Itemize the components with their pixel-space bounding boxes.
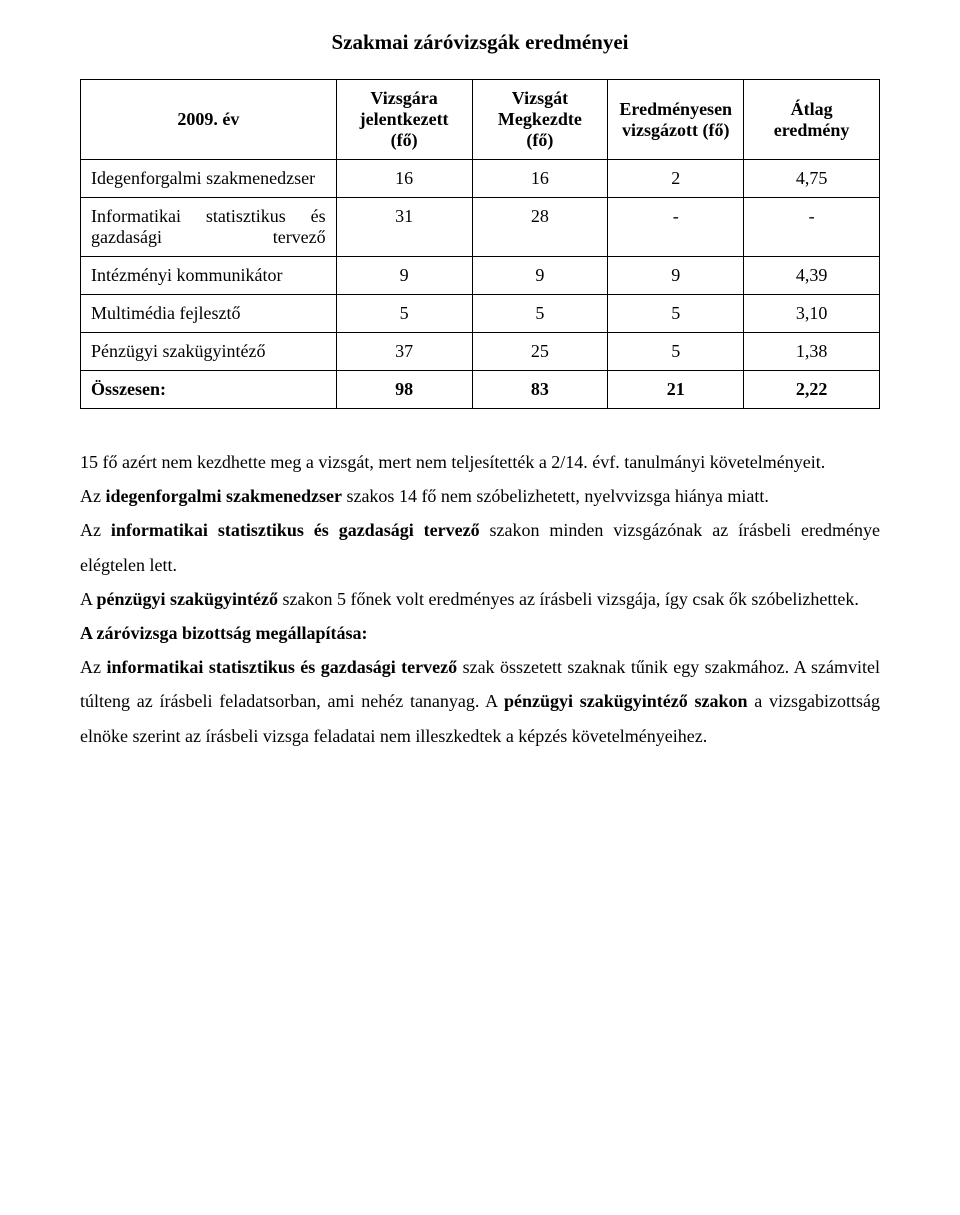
p6-pre: Az: [80, 657, 106, 677]
col-header-passed: Eredményesen vizsgázott (fő): [608, 80, 744, 160]
row-value: -: [744, 198, 880, 257]
row-value: 9: [472, 257, 608, 295]
row-value: 5: [608, 333, 744, 371]
page-title: Szakmai záróvizsgák eredményei: [80, 30, 880, 55]
col-header-applied: Vizsgára jelentkezett (fő): [336, 80, 472, 160]
row-value: 5: [472, 295, 608, 333]
col-header-started: Vizsgát Megkezdte (fő): [472, 80, 608, 160]
p3-pre: Az: [80, 520, 111, 540]
paragraph-2: Az idegenforgalmi szakmenedzser szakos 1…: [80, 479, 880, 513]
row-value: 31: [336, 198, 472, 257]
paragraph-6: Az informatikai statisztikus és gazdaság…: [80, 650, 880, 753]
page: Szakmai záróvizsgák eredményei 2009. év …: [0, 0, 960, 1215]
paragraph-4: A pénzügyi szakügyintéző szakon 5 főnek …: [80, 582, 880, 616]
row-value: 25: [472, 333, 608, 371]
table-row: Pénzügyi szakügyintéző372551,38: [81, 333, 880, 371]
p4-pre: A: [80, 589, 97, 609]
p5-bold: A záróvizsga bizottság megállapítása:: [80, 623, 367, 643]
p1-text: 15 fő azért nem kezdhette meg a vizsgát,…: [80, 452, 825, 472]
col-header-average: Átlag eredmény: [744, 80, 880, 160]
row-value: 4,75: [744, 160, 880, 198]
p2-bold-1: idegenforgalmi szakmenedzser: [106, 486, 342, 506]
row-value: 2,22: [744, 371, 880, 409]
row-value: 9: [336, 257, 472, 295]
p2-post: szakos 14 fő nem szóbelizhetett, nyelvvi…: [342, 486, 769, 506]
paragraph-1: 15 fő azért nem kezdhette meg a vizsgát,…: [80, 445, 880, 479]
row-label: Idegenforgalmi szakmenedzser: [81, 160, 337, 198]
row-value: 9: [608, 257, 744, 295]
table-body: Idegenforgalmi szakmenedzser161624,75Inf…: [81, 160, 880, 409]
row-label: Informatikai statisztikus és gazdasági t…: [81, 198, 337, 257]
row-label: Multimédia fejlesztő: [81, 295, 337, 333]
row-label: Intézményi kommunikátor: [81, 257, 337, 295]
p4-post: szakon 5 főnek volt eredményes az írásbe…: [278, 589, 859, 609]
row-value: 83: [472, 371, 608, 409]
paragraph-3: Az informatikai statisztikus és gazdaság…: [80, 513, 880, 581]
p3-bold-1: informatikai statisztikus és gazdasági t…: [111, 520, 480, 540]
p2-pre: Az: [80, 486, 106, 506]
row-value: 28: [472, 198, 608, 257]
table-row: Összesen:9883212,22: [81, 371, 880, 409]
table-row: Multimédia fejlesztő5553,10: [81, 295, 880, 333]
p6-bold-1: informatikai statisztikus és gazdasági t…: [106, 657, 457, 677]
row-value: 37: [336, 333, 472, 371]
row-value: 3,10: [744, 295, 880, 333]
row-value: 2: [608, 160, 744, 198]
table-row: Idegenforgalmi szakmenedzser161624,75: [81, 160, 880, 198]
row-value: 98: [336, 371, 472, 409]
row-value: 5: [336, 295, 472, 333]
row-label: Pénzügyi szakügyintéző: [81, 333, 337, 371]
table-header-row: 2009. év Vizsgára jelentkezett (fő) Vizs…: [81, 80, 880, 160]
row-value: -: [608, 198, 744, 257]
row-value: 21: [608, 371, 744, 409]
col-header-year: 2009. év: [81, 80, 337, 160]
p6-bold-2: pénzügyi szakügyintéző szakon: [504, 691, 748, 711]
row-value: 4,39: [744, 257, 880, 295]
p4-bold-1: pénzügyi szakügyintéző: [97, 589, 279, 609]
table-row: Intézményi kommunikátor9994,39: [81, 257, 880, 295]
row-value: 16: [336, 160, 472, 198]
paragraph-5: A záróvizsga bizottság megállapítása:: [80, 616, 880, 650]
row-label: Összesen:: [81, 371, 337, 409]
row-value: 1,38: [744, 333, 880, 371]
table-row: Informatikai statisztikus és gazdasági t…: [81, 198, 880, 257]
results-table: 2009. év Vizsgára jelentkezett (fő) Vizs…: [80, 79, 880, 409]
row-value: 16: [472, 160, 608, 198]
body-text: 15 fő azért nem kezdhette meg a vizsgát,…: [80, 445, 880, 753]
row-value: 5: [608, 295, 744, 333]
